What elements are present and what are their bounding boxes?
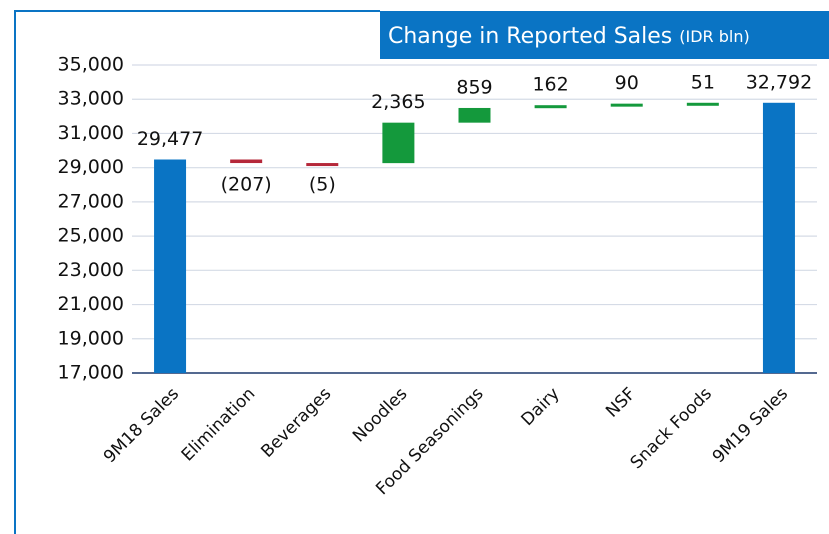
data-label: (5)	[309, 174, 336, 196]
data-label: 32,792	[746, 71, 812, 93]
x-tick-label: NSF	[602, 384, 640, 422]
y-tick-label: 33,000	[58, 88, 124, 110]
bar	[382, 122, 415, 164]
data-label: 51	[691, 71, 715, 93]
y-tick-label: 29,000	[58, 156, 124, 178]
x-tick-label: 9M18 Sales	[100, 384, 183, 467]
data-label: 859	[456, 76, 492, 98]
x-tick-label: Snack Foods	[627, 384, 716, 473]
y-tick-label: 35,000	[58, 54, 124, 76]
bar	[610, 103, 643, 107]
bar	[534, 105, 567, 109]
x-tick-label: Elimination	[178, 384, 259, 465]
data-label: 29,477	[137, 128, 203, 150]
bar	[458, 107, 491, 123]
bar	[686, 102, 719, 106]
bar	[154, 159, 187, 373]
x-tick-label: Dairy	[518, 384, 564, 430]
bar	[230, 159, 263, 164]
x-tick-label: Noodles	[349, 384, 412, 447]
x-tick-label: 9M19 Sales	[709, 384, 792, 467]
y-tick-label: 19,000	[58, 327, 124, 349]
chart-title: Change in Reported Sales (IDR bln)	[388, 24, 750, 49]
y-tick-label: 21,000	[58, 293, 124, 315]
x-tick-label: Beverages	[257, 384, 335, 462]
title-box	[380, 11, 829, 59]
data-label: 162	[532, 74, 568, 96]
bar	[762, 102, 795, 373]
y-tick-label: 27,000	[58, 190, 124, 212]
bar	[306, 163, 339, 167]
y-tick-label: 23,000	[58, 259, 124, 281]
y-tick-label: 17,000	[58, 362, 124, 384]
data-label: 90	[615, 72, 639, 94]
y-tick-label: 25,000	[58, 225, 124, 247]
data-label: 2,365	[371, 91, 425, 113]
data-label: (207)	[221, 174, 272, 196]
y-tick-label: 31,000	[58, 122, 124, 144]
